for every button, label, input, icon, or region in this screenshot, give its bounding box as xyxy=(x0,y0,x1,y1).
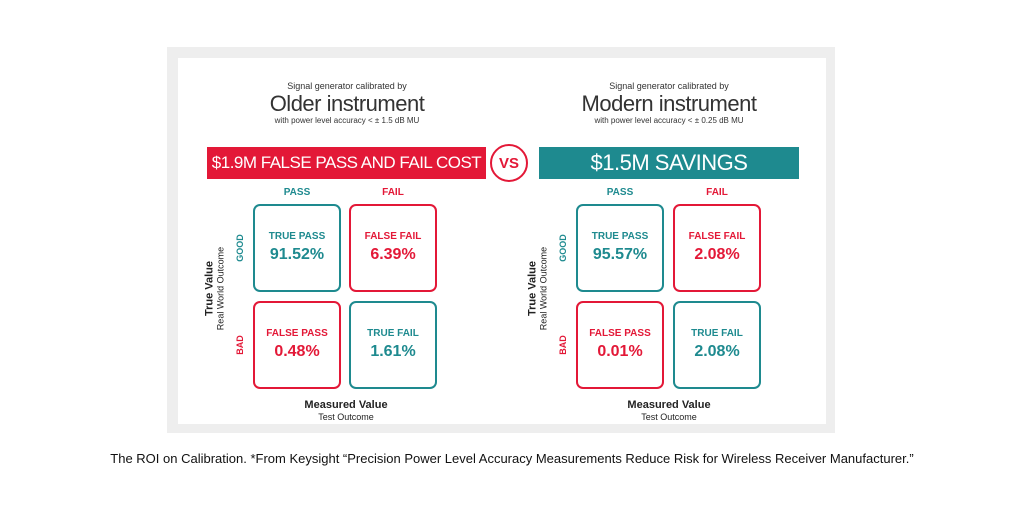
left-caption-top: Signal generator calibrated by xyxy=(287,81,407,91)
cell-value: 95.57% xyxy=(592,246,648,263)
left-true-fail-cell: TRUE FAIL 1.61% xyxy=(349,301,437,389)
cell-value: 2.08% xyxy=(694,343,740,360)
figure-caption: The ROI on Calibration. *From Keysight “… xyxy=(110,451,914,466)
cell-label: TRUE FAIL xyxy=(691,328,743,339)
right-row-good: GOOD xyxy=(558,234,568,262)
right-false-pass-cell: FALSE PASS 0.01% xyxy=(576,301,664,389)
cell-value: 1.61% xyxy=(370,343,416,360)
right-y-axis-sub: Real World Outcome xyxy=(538,246,549,331)
left-x-axis-title: Measured Value xyxy=(304,399,388,411)
right-accuracy-note: with power level accuracy < ± 0.25 dB MU xyxy=(594,116,744,125)
cell-label: FALSE PASS xyxy=(589,328,651,339)
right-header: Signal generator calibrated by Modern in… xyxy=(539,81,799,126)
right-false-fail-cell: FALSE FAIL 2.08% xyxy=(673,204,761,292)
right-true-fail-cell: TRUE FAIL 2.08% xyxy=(673,301,761,389)
left-col-pass: PASS xyxy=(283,187,311,198)
left-cost-banner: $1.9M FALSE PASS AND FAIL COST xyxy=(207,147,486,179)
left-col-fail: FAIL xyxy=(382,187,404,198)
right-true-pass-cell: TRUE PASS 95.57% xyxy=(576,204,664,292)
cell-label: FALSE FAIL xyxy=(688,231,746,242)
left-header: Signal generator calibrated by Older ins… xyxy=(217,81,477,126)
cell-label: TRUE FAIL xyxy=(367,328,419,339)
left-x-axis-sub: Test Outcome xyxy=(318,412,374,422)
cell-label: TRUE PASS xyxy=(268,231,326,242)
left-row-good: GOOD xyxy=(235,234,245,262)
left-y-axis-sub: Real World Outcome xyxy=(215,246,226,331)
right-row-bad: BAD xyxy=(558,335,568,355)
cell-value: 91.52% xyxy=(269,246,325,263)
left-true-pass-cell: TRUE PASS 91.52% xyxy=(253,204,341,292)
right-col-fail: FAIL xyxy=(706,187,728,198)
right-y-axis-label: True Value Real World Outcome xyxy=(527,219,550,359)
right-x-axis-sub: Test Outcome xyxy=(641,412,697,422)
cell-value: 0.48% xyxy=(274,343,320,360)
left-instrument-title: Older instrument xyxy=(269,91,425,116)
cell-value: 2.08% xyxy=(694,246,740,263)
left-y-axis-title: True Value xyxy=(203,260,216,317)
right-x-axis-label: Measured Value Test Outcome xyxy=(589,399,749,423)
left-false-fail-cell: FALSE FAIL 6.39% xyxy=(349,204,437,292)
left-row-bad: BAD xyxy=(235,335,245,355)
left-x-axis-label: Measured Value Test Outcome xyxy=(266,399,426,423)
right-instrument-title: Modern instrument xyxy=(581,91,757,116)
cell-label: FALSE FAIL xyxy=(364,231,422,242)
left-y-axis-label: True Value Real World Outcome xyxy=(204,219,227,359)
right-x-axis-title: Measured Value xyxy=(627,399,711,411)
right-savings-banner: $1.5M SAVINGS xyxy=(539,147,799,179)
cell-value: 0.01% xyxy=(597,343,643,360)
cell-value: 6.39% xyxy=(370,246,416,263)
right-col-pass: PASS xyxy=(606,187,634,198)
vs-badge: VS xyxy=(490,144,528,182)
right-caption-top: Signal generator calibrated by xyxy=(609,81,729,91)
left-accuracy-note: with power level accuracy < ± 1.5 dB MU xyxy=(274,116,420,125)
cell-label: TRUE PASS xyxy=(591,231,649,242)
right-y-axis-title: True Value xyxy=(526,260,539,317)
left-false-pass-cell: FALSE PASS 0.48% xyxy=(253,301,341,389)
cell-label: FALSE PASS xyxy=(266,328,328,339)
